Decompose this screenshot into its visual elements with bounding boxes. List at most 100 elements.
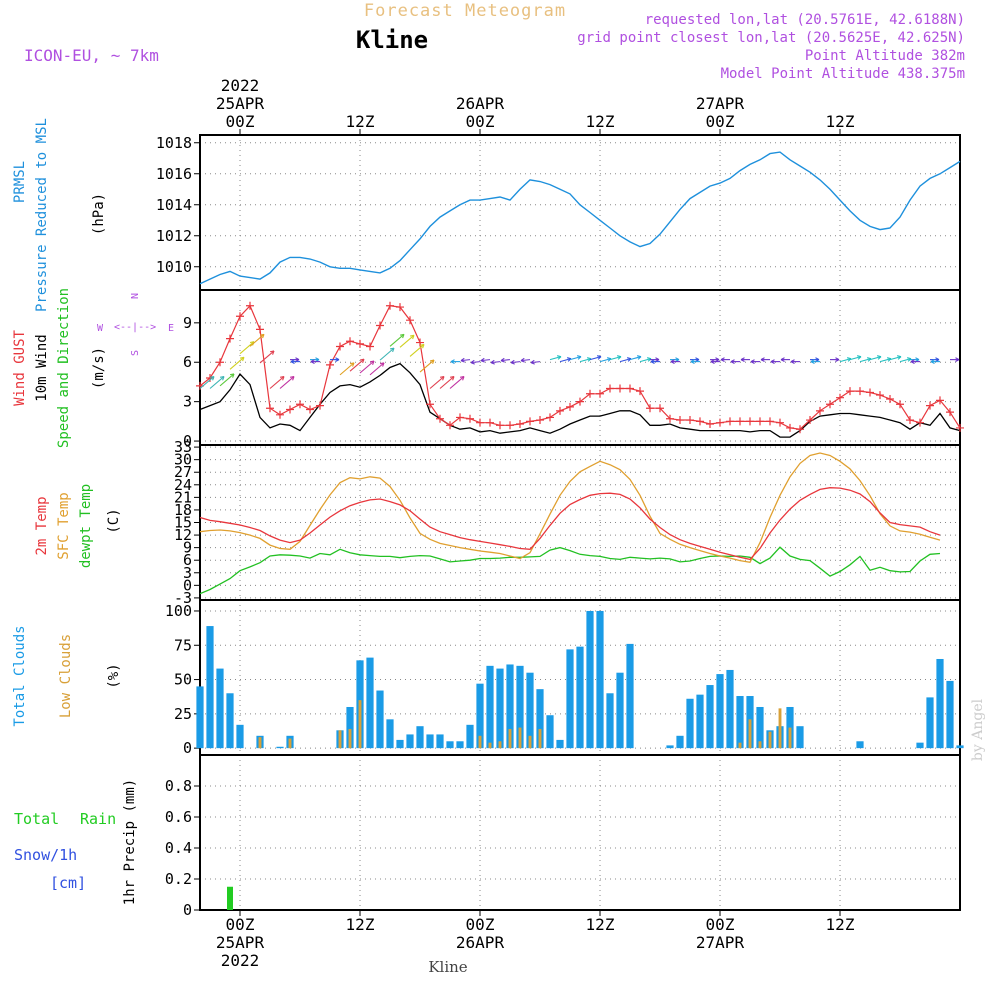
wind-arrow (439, 376, 455, 389)
low-cloud-bar (738, 742, 742, 749)
wind-arrow-head (760, 357, 765, 363)
total-cloud-bar (396, 739, 404, 749)
gust-series-line (199, 304, 961, 430)
wind-arrow (639, 358, 652, 363)
wind-arrow (879, 358, 892, 363)
total-cloud-bar (576, 646, 584, 749)
gust-point-marker (216, 358, 224, 367)
gust-point-marker (456, 413, 464, 422)
wind-arrow (369, 362, 385, 376)
wind-arrow-head (490, 359, 495, 365)
gust-point-marker (606, 384, 614, 393)
wind-arrow-head (730, 359, 735, 365)
total-cloud-bar (916, 742, 924, 749)
time-axis-label: 2022 (221, 76, 260, 95)
wind-arrow-head (790, 359, 795, 365)
gust-point-marker (856, 387, 864, 396)
low-cloud-bar (508, 728, 512, 749)
y-tick-label: 0.8 (165, 777, 192, 795)
wind-arrow-head (856, 355, 862, 360)
low-cloud-bar (758, 741, 762, 749)
wind-arrow-head (750, 359, 755, 365)
wind-arrow-head (450, 359, 455, 365)
low-cloud-bar (478, 735, 482, 749)
y-tick-label: 1010 (156, 258, 192, 276)
gust-point-marker (306, 405, 314, 414)
gust-point-marker (576, 397, 584, 406)
grid-coords: grid point closest lon,lat (20.5625E, 42… (577, 30, 965, 46)
time-axis-label: 00Z (466, 112, 495, 131)
y-tick-label: 15 (174, 514, 192, 532)
wind-arrow-head (459, 375, 465, 381)
y-tick-label: 6 (183, 551, 192, 569)
total-cloud-bar (446, 741, 454, 749)
low-cloud-bar (518, 727, 522, 749)
wind-arrow-head (310, 359, 315, 365)
gust-point-marker (806, 416, 814, 425)
total-cloud-bar (346, 706, 354, 749)
total-cloud-bar (506, 664, 514, 749)
wind-arrow-head (389, 347, 395, 353)
gust-point-marker (376, 321, 384, 330)
time-axis-label: 00Z (226, 112, 255, 131)
temp-unit-label: (C) (106, 508, 122, 533)
gust-point-marker (756, 417, 764, 426)
gust-point-marker (396, 303, 404, 312)
credit-watermark: by Angel (970, 698, 986, 761)
wind-arrow (359, 360, 375, 374)
total-cloud-bar (276, 746, 284, 749)
low-cloud-bar (778, 708, 782, 749)
wind-arrow-head (720, 357, 725, 363)
total-cloud-bar (616, 672, 624, 749)
gust-point-marker (436, 414, 444, 423)
gust-point-marker (746, 417, 754, 426)
time-axis-label: 12Z (346, 112, 375, 131)
time-axis-label: 25APR (216, 94, 265, 113)
gust-point-marker (676, 416, 684, 425)
gust-point-marker (876, 391, 884, 400)
wind-arrow-head (636, 355, 642, 360)
wind-arrow (569, 356, 582, 361)
gust-point-marker (326, 360, 334, 369)
wind-arrow (279, 376, 295, 389)
wind-arrow-head (740, 357, 745, 363)
wind-arrow-head (259, 333, 265, 339)
total-cloud-bar (536, 689, 544, 749)
gust-point-marker (796, 425, 804, 434)
gust-point-marker (466, 414, 474, 423)
total-cloud-bar (606, 693, 614, 749)
precipitation-grid (200, 755, 960, 911)
gust-point-marker (866, 388, 874, 397)
low-cloud-bar (748, 719, 752, 749)
total-cloud-bar (406, 734, 414, 749)
gust-point-marker (506, 421, 514, 430)
y-tick-label: 75 (174, 636, 192, 654)
total-cloud-bar (526, 672, 534, 749)
precip-labels: Total Rain Snow/1h [cm] 1hr Precip (mm) (14, 779, 138, 905)
wind-arrow-head (429, 359, 435, 365)
low-cloud-bar (338, 730, 342, 749)
wind-labels: Wind GUST 10m Wind Speed and Direction (… (12, 288, 174, 448)
wind-arrow (259, 350, 275, 364)
gust-point-marker (646, 404, 654, 413)
t2m-label: 2m Temp (34, 496, 50, 555)
total-cloud-bar (386, 719, 394, 749)
wind-arrow (470, 361, 481, 364)
gust-point-marker (816, 406, 824, 415)
pressure-grid (200, 135, 960, 290)
wind-arrow-head (219, 375, 225, 381)
y-tick-label: 25 (174, 705, 192, 723)
gust-point-marker (546, 413, 554, 422)
wind-arrow (449, 376, 465, 389)
wind-arrow-head (209, 375, 215, 381)
y-tick-label: 1012 (156, 227, 192, 245)
gust-point-marker (706, 419, 714, 428)
gust-point-marker (936, 396, 944, 405)
wind-arrow-head (359, 358, 365, 364)
total-cloud-bar (376, 690, 384, 749)
total-cloud-bar (366, 657, 374, 749)
wind-arrow-head (896, 355, 902, 360)
total-cloud-bar (496, 668, 504, 749)
total-cloud-bar (686, 698, 694, 749)
wind-arrow (869, 356, 882, 361)
